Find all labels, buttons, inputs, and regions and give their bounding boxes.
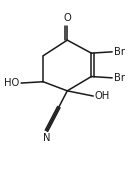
Text: O: O — [63, 13, 71, 23]
Text: Br: Br — [114, 47, 125, 57]
Text: HO: HO — [4, 78, 20, 88]
Text: OH: OH — [95, 91, 110, 101]
Text: Br: Br — [114, 73, 125, 83]
Text: N: N — [43, 133, 50, 143]
